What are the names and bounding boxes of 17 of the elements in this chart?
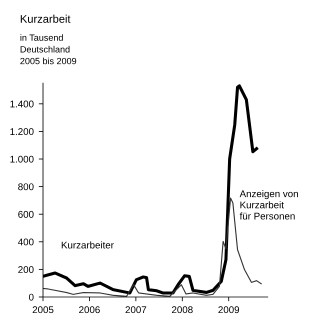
- x-tick-label: 2007: [126, 306, 146, 314]
- series-label: Anzeigen von Kurzarbeit für Personen: [240, 190, 298, 220]
- chart-subtitle: in Tausend Deutschland 2005 bis 2009: [20, 34, 76, 64]
- y-tick-label: 200: [18, 266, 34, 274]
- y-tick-label: 600: [18, 210, 34, 218]
- y-tick-label: 1.400: [10, 100, 34, 108]
- y-tick-label: 0: [28, 294, 34, 301]
- y-tick-label: 1.200: [10, 128, 34, 136]
- text: Kurzarbeiter: [62, 241, 114, 249]
- y-tick-label: 1.000: [10, 156, 34, 163]
- x-tick-label: 2006: [79, 306, 100, 314]
- x-tick-label: 2008: [172, 306, 193, 314]
- y-tick-label: 400: [18, 238, 34, 246]
- x-tick-label: 2009: [218, 306, 240, 314]
- x-tick-label: 2005: [32, 306, 54, 314]
- chart-title: Kurzarbeit: [20, 14, 70, 23]
- y-tick-label: 800: [18, 183, 34, 190]
